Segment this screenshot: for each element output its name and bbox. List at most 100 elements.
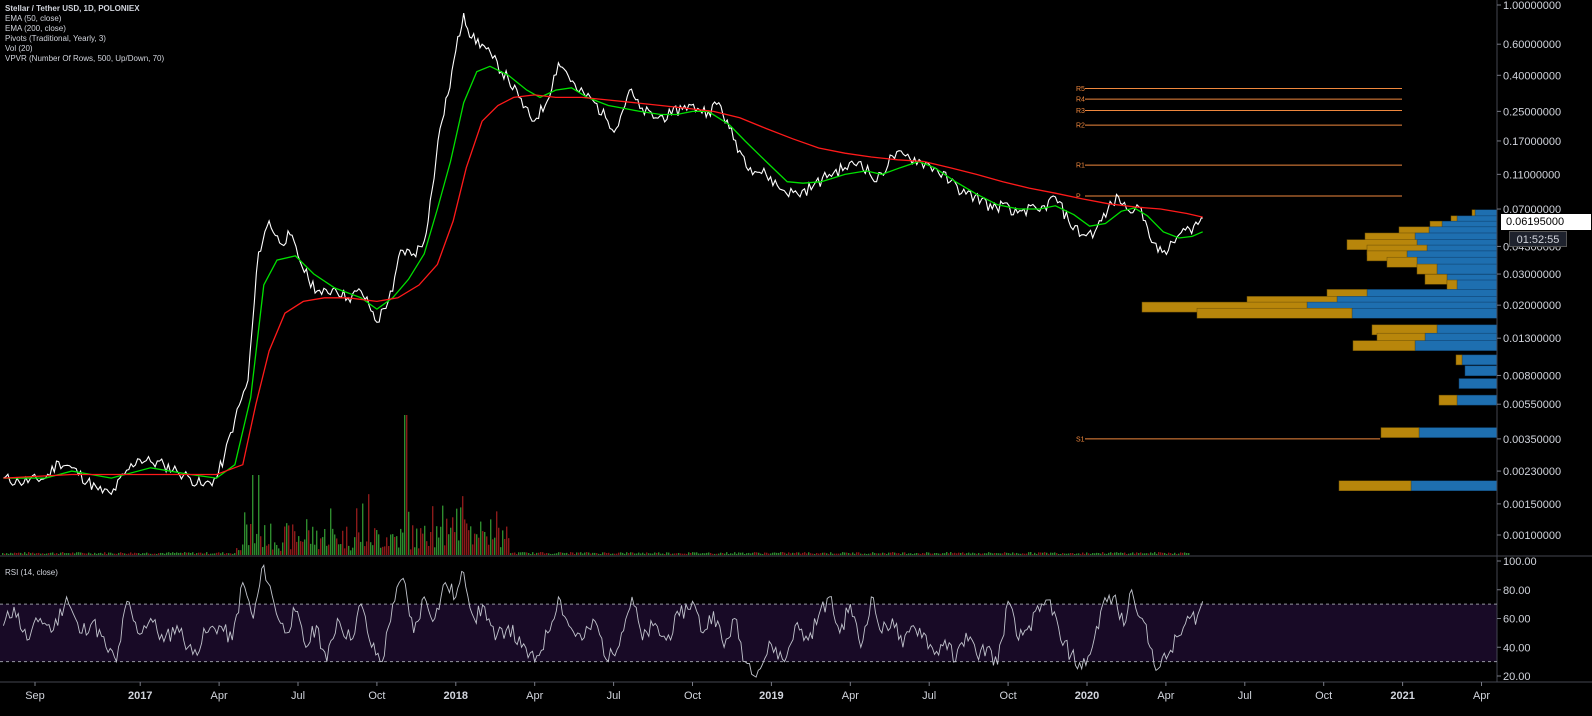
volume-bar [236, 548, 238, 555]
symbol-title[interactable]: Stellar / Tether USD, 1D, POLONIEX [5, 4, 140, 13]
volume-bar [102, 553, 104, 555]
indicator-ema200[interactable]: EMA (200, close) [5, 24, 66, 33]
volume-bar [376, 529, 378, 555]
rsi-title[interactable]: RSI (14, close) [5, 568, 58, 577]
volume-bar [172, 552, 174, 555]
volume-bar [560, 552, 562, 555]
volume-bar [302, 541, 304, 555]
volume-bar [388, 546, 390, 555]
volume-bar [68, 553, 70, 555]
series-rsi [2, 564, 1204, 678]
volume-bar [398, 547, 400, 555]
price-series [3, 13, 1203, 496]
volume-bar [806, 553, 808, 555]
volume-bar [352, 547, 354, 555]
volume-bar [240, 550, 242, 555]
volume-bar [742, 552, 744, 555]
volume-bar [518, 552, 520, 555]
volume-bar [924, 553, 926, 555]
volume-bar [1108, 552, 1110, 555]
volume-bar [1090, 553, 1092, 555]
rsi-axis[interactable]: 100.00 80.00 60.00 40.00 20.00 [1497, 556, 1537, 683]
time-tick-label: Oct [1000, 690, 1017, 702]
volume-bar [590, 553, 592, 555]
volume-bar [202, 553, 204, 555]
volume-bar [140, 553, 142, 555]
volume-bar [506, 526, 508, 555]
volume-bar [362, 503, 364, 555]
volume-bar [886, 553, 888, 555]
volume-bar [322, 537, 324, 555]
volume-bar [566, 552, 568, 555]
volume-bar [428, 545, 430, 555]
volume-bar [116, 553, 118, 555]
volume-bar [92, 553, 94, 555]
volume-bar [1104, 553, 1106, 555]
volume-bar [1040, 552, 1042, 555]
volume-bar [820, 553, 822, 555]
volume-bar [1178, 553, 1180, 555]
volume-bar [1026, 553, 1028, 555]
indicator-ema50[interactable]: EMA (50, close) [5, 14, 62, 23]
volume-bar [208, 553, 210, 555]
volume-bar [526, 552, 528, 555]
volume-bar [728, 553, 730, 555]
volume-bar [680, 553, 682, 555]
volume-bar [422, 533, 424, 555]
volume-bar [450, 527, 452, 555]
volume-bar [390, 534, 392, 555]
volume-bar [242, 544, 244, 555]
last-price-label: 0.06195000 [1501, 214, 1591, 230]
volume-bar [196, 553, 198, 555]
volume-bar [568, 553, 570, 555]
volume-bar [928, 552, 930, 555]
volume-bar [848, 553, 850, 555]
pivot-label-r1: R1 [1076, 163, 1085, 170]
volume-bar [554, 553, 556, 555]
volume-bar [1076, 553, 1078, 555]
indicator-vpvr[interactable]: VPVR (Number Of Rows, 500, Up/Down, 70) [5, 54, 165, 63]
time-tick-label: Oct [368, 690, 385, 702]
time-tick-label: 2018 [444, 690, 468, 702]
volume-bar [900, 553, 902, 555]
volume-bar [356, 508, 358, 555]
volume-bar [1050, 552, 1052, 555]
price-tick-label: 0.01300000 [1503, 333, 1561, 345]
volume-bar [476, 534, 478, 555]
volume-bar [62, 552, 64, 555]
volume-bar [1160, 552, 1162, 555]
volume-bar [944, 553, 946, 555]
volume-bar [130, 552, 132, 555]
indicator-volume[interactable]: Vol (20) [5, 44, 33, 53]
volume-bar [1100, 553, 1102, 555]
volume-bar [110, 552, 112, 555]
volume-bar [34, 553, 36, 555]
volume-bar [334, 534, 336, 555]
volume-bar [674, 553, 676, 555]
volume-bar [326, 545, 328, 555]
volume-bar [586, 552, 588, 555]
volume-bar [262, 547, 264, 555]
volume-bar [1072, 553, 1074, 555]
price-axis[interactable]: 1.00000000 0.60000000 0.40000000 0.25000000… [1497, 0, 1561, 542]
volume-bar [228, 553, 230, 555]
volume-bar [704, 553, 706, 555]
volume-bar [458, 540, 460, 555]
volume-bar [342, 530, 344, 555]
volume-bar [210, 553, 212, 555]
volume-bar [1154, 552, 1156, 555]
volume-bar [170, 553, 172, 555]
volume-bar [868, 553, 870, 555]
volume-bar [248, 545, 250, 555]
volume-bar [88, 552, 90, 555]
volume-bar [124, 553, 126, 555]
volume-bar [420, 528, 422, 555]
time-axis[interactable]: Sep 2017 Apr Jul Oct 2018 Apr Jul Oct 2019 Apr Jul O… [25, 682, 1490, 702]
volume-bar [670, 553, 672, 555]
volume-bar [350, 550, 352, 555]
volume-bar [672, 553, 674, 555]
volume-bar [2, 553, 4, 555]
indicator-pivots[interactable]: Pivots (Traditional, Yearly, 3) [5, 34, 106, 43]
volume-bar [1128, 553, 1130, 555]
